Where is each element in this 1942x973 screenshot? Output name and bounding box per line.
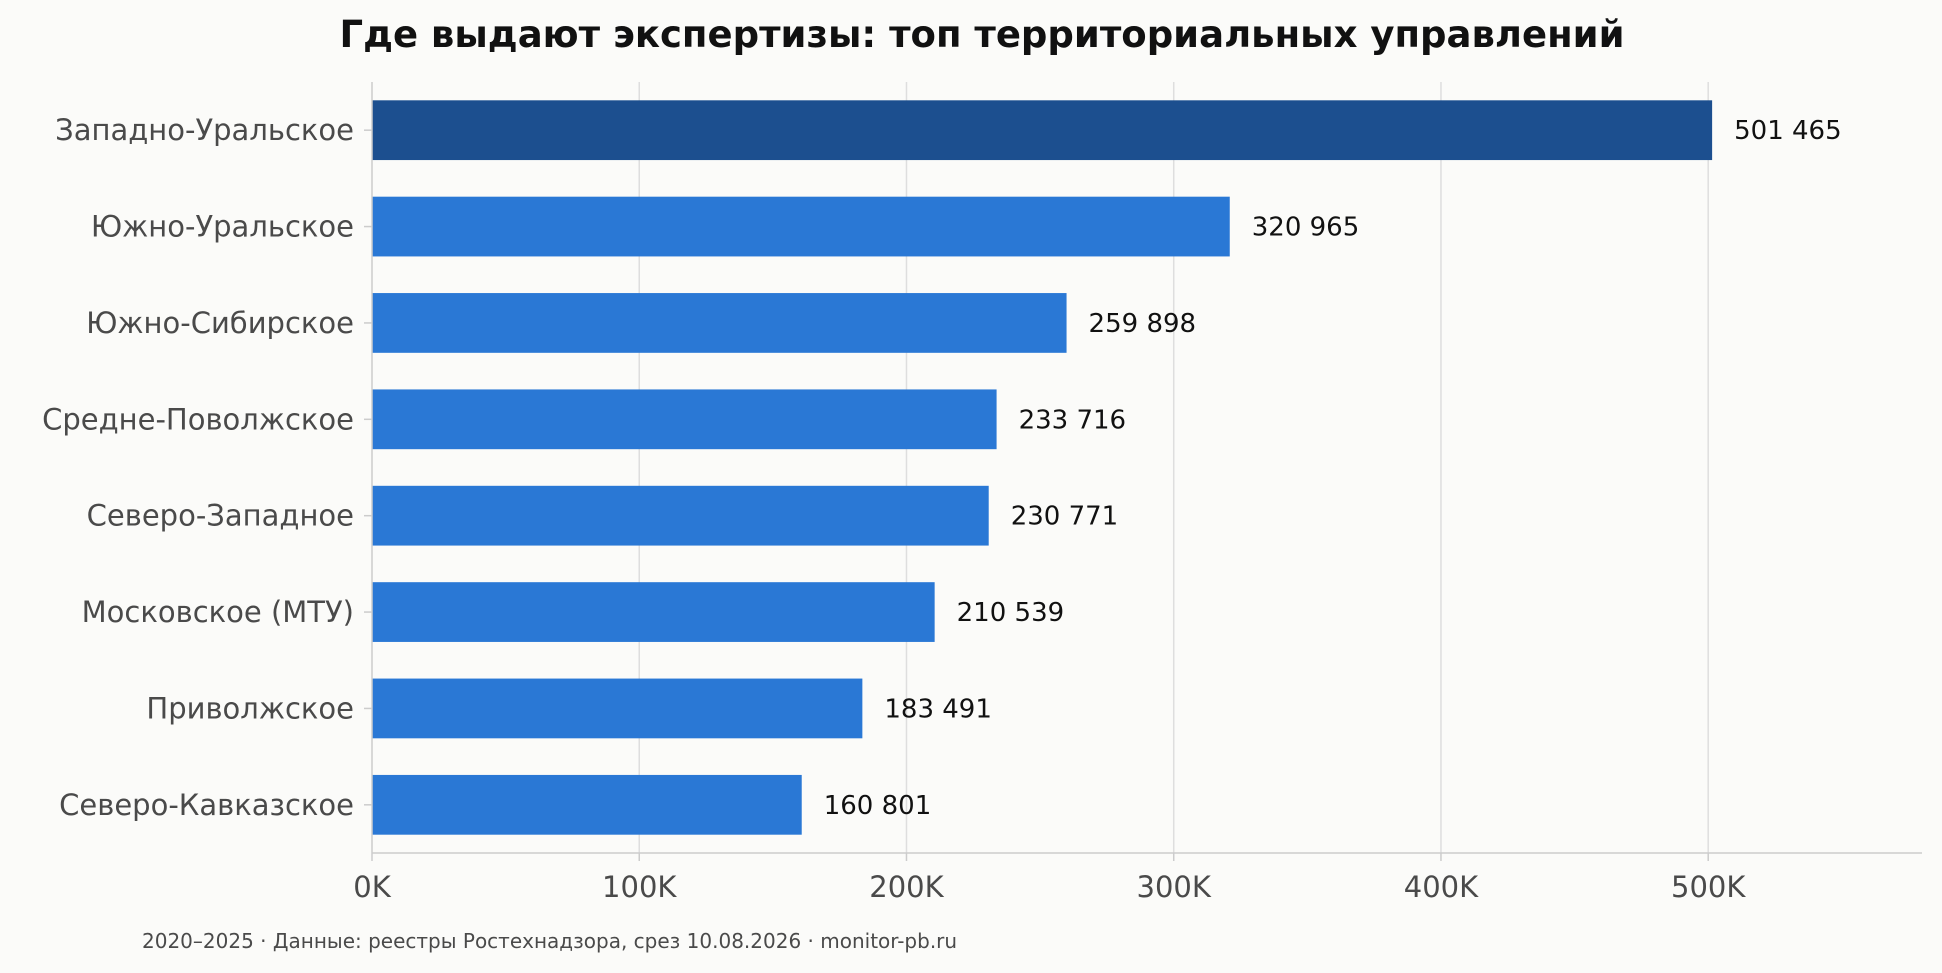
category-label: Московское (МТУ) — [82, 595, 354, 629]
category-label: Приволжское — [146, 691, 354, 725]
bar — [372, 774, 802, 835]
bar — [372, 485, 989, 546]
bar — [372, 389, 997, 450]
category-label: Западно-Уральское — [55, 113, 354, 147]
value-label: 183 491 — [884, 694, 992, 724]
footnote: 2020–2025 · Данные: реестры Ростехнадзор… — [142, 929, 957, 953]
value-label: 259 898 — [1089, 309, 1197, 339]
value-label: 501 465 — [1734, 116, 1842, 146]
x-tick-label: 0K — [353, 870, 391, 904]
category-label: Северо-Западное — [87, 499, 354, 533]
bar — [372, 582, 935, 642]
category-label: Южно-Уральское — [91, 210, 354, 244]
x-tick-label: 500K — [1671, 870, 1746, 904]
x-tick-label: 100K — [602, 870, 677, 904]
bar — [372, 196, 1230, 257]
value-label: 233 716 — [1019, 405, 1127, 435]
x-tick-label: 400K — [1404, 870, 1479, 904]
category-label: Северо-Кавказское — [59, 788, 354, 822]
bar — [372, 678, 863, 739]
x-tick-label: 300K — [1137, 870, 1212, 904]
category-labels: Западно-Уральское Южно-Уральское Южно-Сиби… — [42, 113, 354, 822]
category-label: Средне-Поволжское — [42, 402, 354, 436]
category-label: Южно-Сибирское — [86, 306, 354, 340]
chart-title: Где выдают экспертизы: топ территориальн… — [340, 13, 1625, 56]
value-label: 230 771 — [1011, 502, 1119, 532]
value-labels: 501 465 320 965 259 898 233 716 230 771 210 5… — [824, 116, 1842, 821]
bar — [372, 293, 1067, 353]
bars — [372, 100, 1713, 835]
x-tick-label: 200K — [869, 870, 944, 904]
value-label: 320 965 — [1252, 213, 1360, 243]
value-label: 210 539 — [957, 598, 1065, 628]
bar — [372, 100, 1713, 161]
x-axis: 0K 100K 200K 300K 400K 500K — [353, 82, 1922, 904]
value-label: 160 801 — [824, 791, 932, 821]
